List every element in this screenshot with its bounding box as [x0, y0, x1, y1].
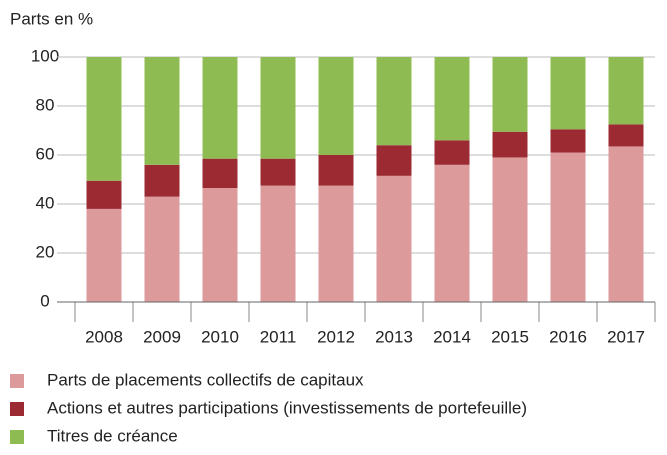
- x-tick-label: 2014: [433, 327, 471, 346]
- bar-segment: [260, 185, 296, 302]
- bar-segment: [318, 57, 354, 155]
- y-tick-label: 60: [36, 144, 55, 163]
- bar-segment: [144, 57, 180, 165]
- bar-segment: [144, 164, 180, 197]
- bar-segment: [608, 57, 644, 125]
- bar-segment: [318, 155, 354, 186]
- x-tick-label: 2012: [317, 327, 355, 346]
- x-tick-label: 2016: [549, 327, 587, 346]
- x-tick-label: 2013: [375, 327, 413, 346]
- bar-segment: [318, 185, 354, 302]
- bar-segment: [492, 57, 528, 132]
- bar-segment: [550, 57, 586, 130]
- bar-segment: [376, 57, 412, 146]
- y-axis-label: Parts en %: [10, 9, 93, 28]
- bar-segment: [86, 57, 122, 181]
- bar-segment: [202, 188, 238, 302]
- bar-segment: [202, 57, 238, 159]
- bar-segment: [434, 57, 470, 141]
- bar-segment: [202, 158, 238, 189]
- x-tick-label: 2009: [143, 327, 181, 346]
- x-tick-label: 2011: [260, 327, 297, 346]
- y-tick-label: 20: [36, 242, 55, 261]
- bar-segment: [376, 175, 412, 302]
- bar-segment: [434, 140, 470, 165]
- bar-segment: [86, 180, 122, 209]
- x-tick-label: 2017: [607, 327, 645, 346]
- legend-label: Titres de créance: [47, 426, 178, 445]
- x-tick-label: 2015: [491, 327, 529, 346]
- bar-segment: [434, 164, 470, 302]
- bar-segment: [492, 157, 528, 302]
- bar-segment: [86, 208, 122, 302]
- legend-label: Actions et autres participations (invest…: [47, 398, 527, 417]
- bar-segment: [550, 152, 586, 302]
- legend-swatch: [10, 430, 24, 444]
- bar-segment: [260, 158, 296, 186]
- x-tick-label: 2008: [85, 327, 123, 346]
- bar-segment: [608, 146, 644, 302]
- bar-segment: [260, 57, 296, 159]
- bar-segment: [550, 129, 586, 153]
- legend-swatch: [10, 402, 24, 416]
- y-tick-label: 0: [40, 291, 49, 310]
- x-tick-label: 2010: [201, 327, 239, 346]
- y-tick-label: 100: [31, 46, 59, 65]
- legend-label: Parts de placements collectifs de capita…: [47, 370, 364, 389]
- bar-segment: [492, 131, 528, 158]
- bar-segment: [376, 145, 412, 176]
- bar-segment: [608, 124, 644, 147]
- y-tick-label: 80: [36, 95, 55, 114]
- y-tick-label: 40: [36, 193, 55, 212]
- bar-segment: [144, 196, 180, 302]
- legend-swatch: [10, 374, 24, 388]
